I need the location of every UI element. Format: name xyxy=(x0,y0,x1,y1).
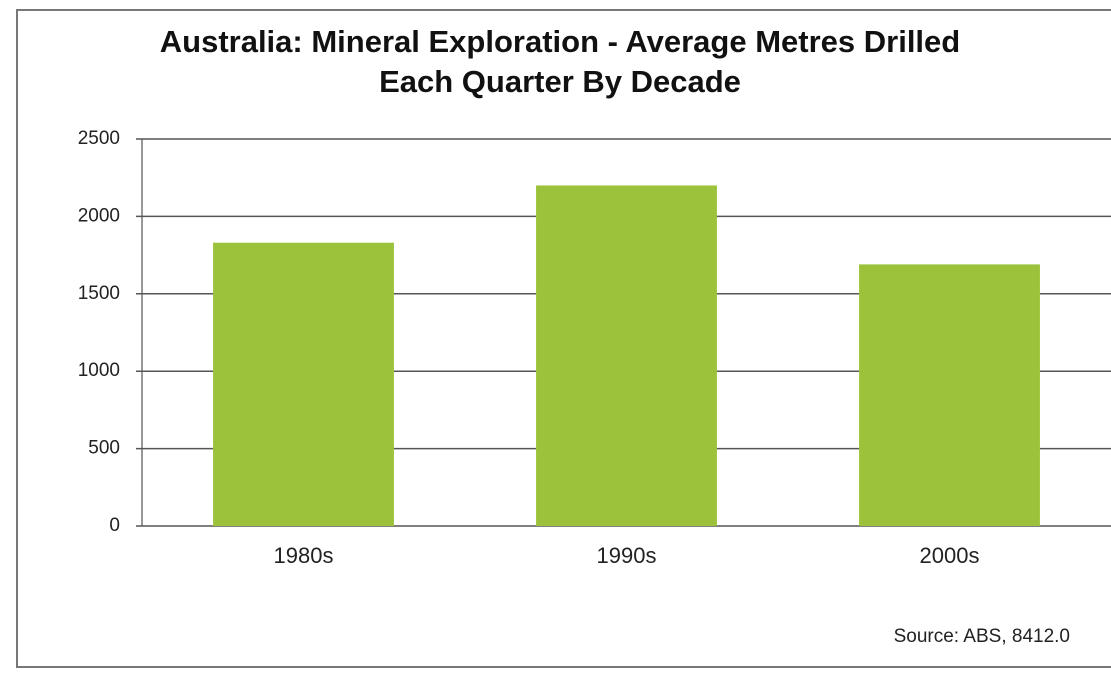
x-tick-label: 1980s xyxy=(274,543,334,568)
y-tick-label: 500 xyxy=(88,438,120,459)
y-tick-label: 0 xyxy=(109,515,120,536)
chart-title: Australia: Mineral Exploration - Average… xyxy=(159,24,961,99)
y-tick-label: 1500 xyxy=(78,283,120,304)
y-tick-label: 1000 xyxy=(78,360,120,381)
x-tick-label: 1990s xyxy=(597,543,657,568)
bar xyxy=(213,242,394,526)
bar xyxy=(536,185,717,526)
chart-border xyxy=(16,9,1111,668)
y-tick-label: 2000 xyxy=(78,205,120,226)
source-note: Source: ABS, 8412.0 xyxy=(894,626,1070,647)
x-tick-label: 2000s xyxy=(920,543,980,568)
y-tick-label: 2500 xyxy=(78,128,120,149)
bar xyxy=(859,264,1040,526)
